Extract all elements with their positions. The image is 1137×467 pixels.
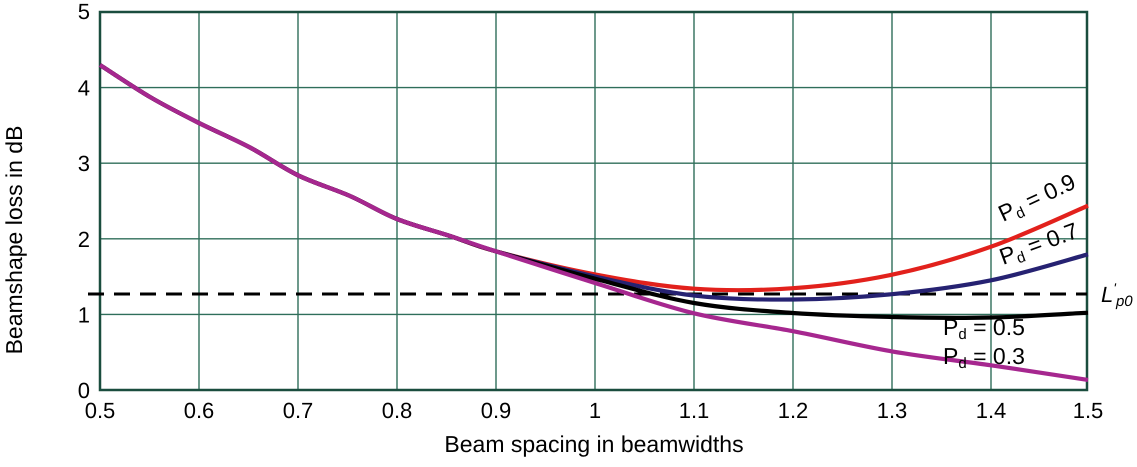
svg-text:1.5: 1.5 <box>1073 398 1104 423</box>
svg-text:Beamshape loss in dB: Beamshape loss in dB <box>1 126 27 355</box>
svg-text:1.1: 1.1 <box>679 398 710 423</box>
svg-text:4: 4 <box>78 76 90 101</box>
svg-text:1.4: 1.4 <box>976 398 1007 423</box>
svg-text:1: 1 <box>78 302 90 327</box>
svg-text:Pd = 0.3: Pd = 0.3 <box>943 343 1025 372</box>
svg-text:Beam spacing in beamwidths: Beam spacing in beamwidths <box>444 431 743 457</box>
svg-text:5: 5 <box>78 0 90 24</box>
svg-text:0.5: 0.5 <box>85 398 116 423</box>
svg-text:2: 2 <box>78 227 90 252</box>
svg-text:0.7: 0.7 <box>283 398 314 423</box>
svg-text:0.6: 0.6 <box>184 398 215 423</box>
svg-text:0.8: 0.8 <box>382 398 413 423</box>
svg-text:1.3: 1.3 <box>877 398 908 423</box>
svg-text:Pd = 0.5: Pd = 0.5 <box>943 314 1025 343</box>
svg-text:3: 3 <box>78 151 90 176</box>
svg-text:0.9: 0.9 <box>481 398 512 423</box>
svg-text:1.2: 1.2 <box>778 398 809 423</box>
svg-text:1: 1 <box>589 398 601 423</box>
